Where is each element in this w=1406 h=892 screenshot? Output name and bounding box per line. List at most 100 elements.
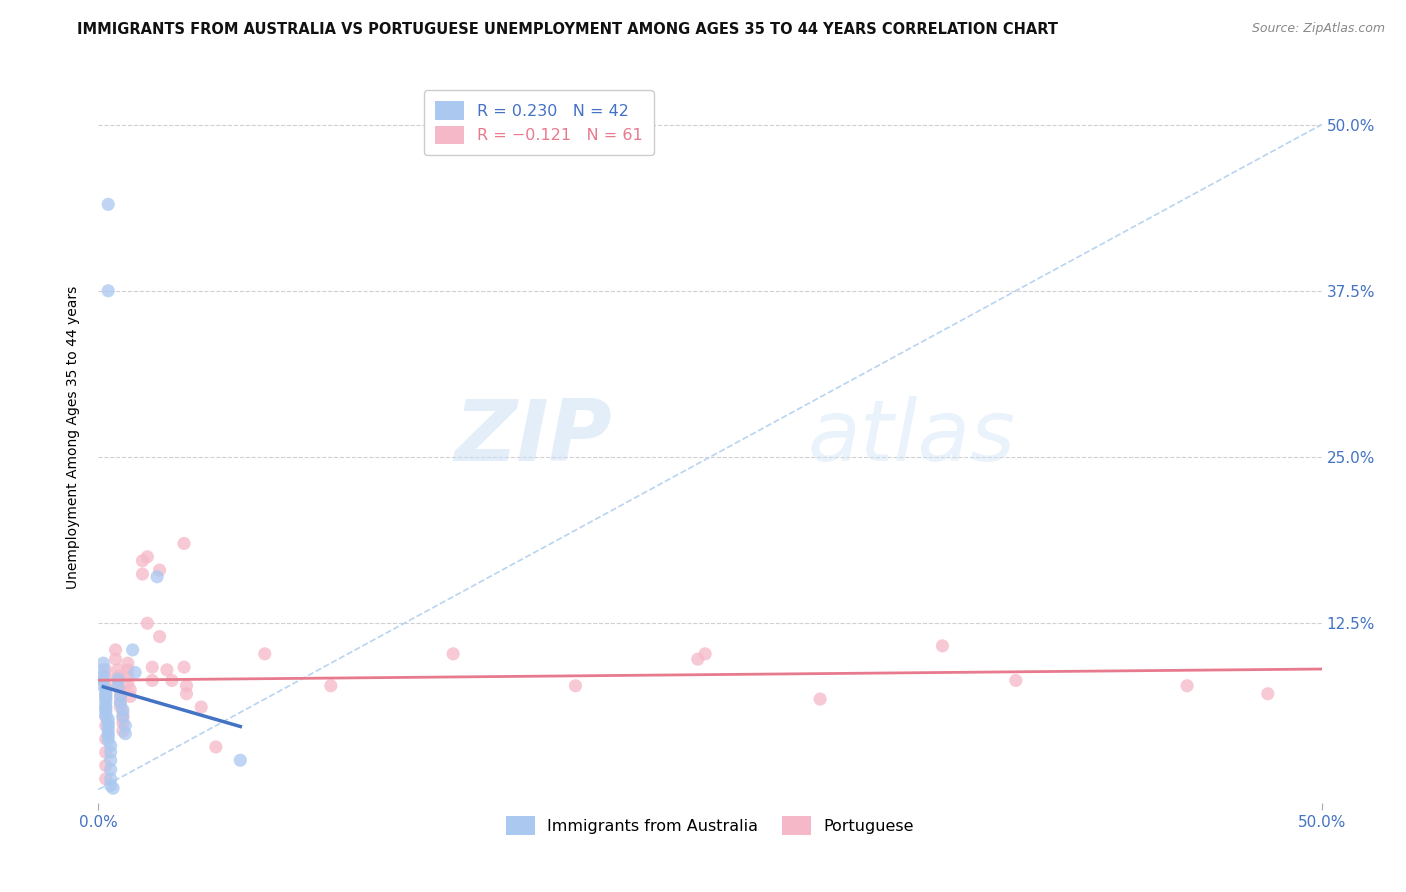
Point — [120, 682, 142, 697]
Point — [97, 284, 120, 298]
Point — [97, 729, 120, 743]
Point — [94, 709, 117, 723]
Point — [173, 660, 195, 674]
Point — [104, 652, 127, 666]
Point — [149, 563, 172, 577]
Point — [176, 679, 198, 693]
Point — [1257, 687, 1279, 701]
Point — [91, 679, 114, 693]
Point — [94, 679, 117, 693]
Legend: Immigrants from Australia, Portuguese: Immigrants from Australia, Portuguese — [495, 805, 925, 846]
Point — [131, 554, 153, 568]
Point — [173, 536, 195, 550]
Point — [120, 690, 142, 704]
Point — [97, 716, 120, 731]
Point — [97, 712, 120, 726]
Point — [160, 673, 183, 688]
Point — [94, 687, 117, 701]
Point — [931, 639, 953, 653]
Point — [94, 700, 117, 714]
Point — [205, 739, 228, 754]
Point — [97, 733, 120, 747]
Point — [176, 687, 198, 701]
Point — [91, 656, 114, 670]
Point — [94, 669, 117, 683]
Point — [100, 779, 122, 793]
Point — [94, 709, 117, 723]
Point — [131, 567, 153, 582]
Point — [94, 731, 117, 746]
Text: IMMIGRANTS FROM AUSTRALIA VS PORTUGUESE UNEMPLOYMENT AMONG AGES 35 TO 44 YEARS C: IMMIGRANTS FROM AUSTRALIA VS PORTUGUESE … — [77, 22, 1059, 37]
Point — [110, 696, 132, 710]
Point — [319, 679, 342, 693]
Point — [111, 703, 134, 717]
Point — [97, 726, 120, 740]
Point — [1175, 679, 1198, 693]
Text: ZIP: ZIP — [454, 395, 612, 479]
Point — [141, 660, 163, 674]
Point — [101, 781, 124, 796]
Point — [117, 669, 139, 683]
Point — [107, 669, 129, 683]
Point — [97, 197, 120, 211]
Point — [94, 663, 117, 677]
Point — [117, 676, 139, 690]
Point — [107, 680, 129, 694]
Point — [100, 745, 122, 759]
Point — [111, 711, 134, 725]
Point — [94, 682, 117, 697]
Point — [94, 690, 117, 704]
Point — [111, 716, 134, 731]
Point — [117, 663, 139, 677]
Point — [111, 706, 134, 720]
Point — [94, 700, 117, 714]
Point — [564, 679, 586, 693]
Point — [136, 549, 159, 564]
Point — [94, 696, 117, 710]
Point — [107, 673, 129, 688]
Text: atlas: atlas — [808, 395, 1017, 479]
Point — [91, 669, 114, 683]
Y-axis label: Unemployment Among Ages 35 to 44 years: Unemployment Among Ages 35 to 44 years — [66, 285, 80, 589]
Point — [686, 652, 709, 666]
Point — [146, 570, 169, 584]
Point — [94, 772, 117, 786]
Point — [100, 763, 122, 777]
Point — [91, 663, 114, 677]
Point — [94, 745, 117, 759]
Point — [141, 673, 163, 688]
Point — [100, 739, 122, 753]
Point — [110, 695, 132, 709]
Point — [107, 672, 129, 686]
Point — [94, 692, 117, 706]
Point — [114, 719, 136, 733]
Point — [97, 723, 120, 737]
Point — [104, 643, 127, 657]
Point — [94, 687, 117, 701]
Point — [110, 700, 132, 714]
Point — [110, 690, 132, 704]
Point — [94, 758, 117, 772]
Point — [100, 772, 122, 786]
Point — [190, 700, 212, 714]
Point — [441, 647, 464, 661]
Point — [94, 703, 117, 717]
Point — [253, 647, 276, 661]
Point — [229, 753, 252, 767]
Point — [110, 684, 132, 698]
Point — [136, 616, 159, 631]
Text: Source: ZipAtlas.com: Source: ZipAtlas.com — [1251, 22, 1385, 36]
Point — [124, 665, 146, 680]
Point — [149, 630, 172, 644]
Point — [110, 690, 132, 704]
Point — [111, 709, 134, 723]
Point — [114, 726, 136, 740]
Point — [91, 673, 114, 688]
Point — [97, 719, 120, 733]
Point — [107, 663, 129, 677]
Point — [107, 679, 129, 693]
Point — [94, 719, 117, 733]
Point — [94, 706, 117, 720]
Point — [117, 656, 139, 670]
Point — [94, 692, 117, 706]
